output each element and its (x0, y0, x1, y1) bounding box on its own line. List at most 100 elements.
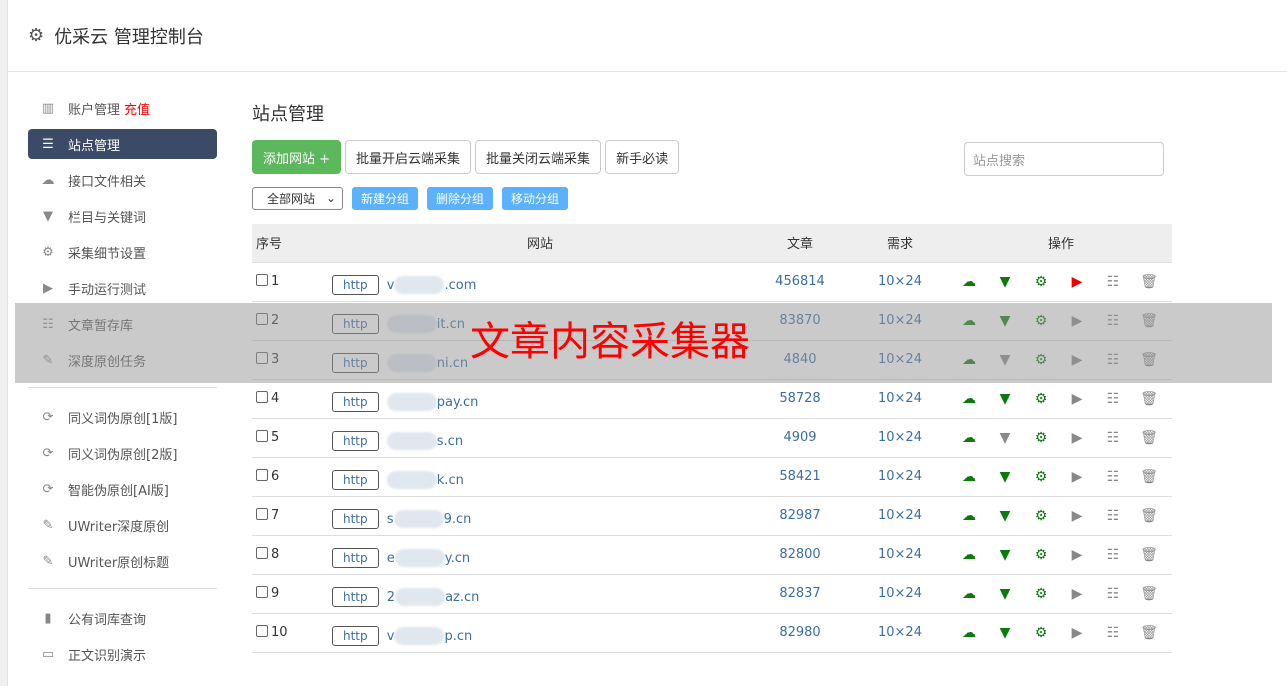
row-checkbox[interactable] (256, 469, 268, 481)
filter-icon[interactable]: ▼ (999, 468, 1011, 485)
sidebar-item[interactable]: ▥ 账户管理 充值 (28, 93, 217, 123)
beginner-guide-button[interactable]: 新手必读 (605, 140, 680, 174)
sidebar-item[interactable]: ▭ 正文识别演示 (28, 639, 217, 669)
row-checkbox[interactable] (256, 274, 268, 286)
site-link[interactable]: 2 az.cn (387, 588, 479, 606)
database-icon[interactable]: ☷ (1106, 546, 1120, 563)
batch-disable-cloud-button[interactable]: 批量关闭云端采集 (475, 140, 602, 174)
sidebar-item[interactable]: ⟳ 智能伪原创[AI版] (28, 474, 217, 504)
sidebar-item[interactable]: ⟳ 同义词伪原创[1版] (28, 402, 217, 432)
filter-icon[interactable]: ▼ (999, 390, 1011, 407)
article-count[interactable]: 82800 (750, 534, 850, 574)
gears-icon[interactable]: ⚙ (1034, 390, 1048, 407)
protocol-button[interactable]: http (332, 625, 379, 646)
delete-group-button[interactable]: 删除分组 (427, 186, 494, 210)
sidebar-item[interactable]: ▼ 栏目与关键词 (28, 201, 217, 231)
protocol-button[interactable]: http (332, 508, 379, 529)
protocol-button[interactable]: http (332, 391, 379, 412)
sidebar-item[interactable]: ⟳ 同义词伪原创[2版] (28, 438, 217, 468)
sidebar-item[interactable]: ▮ 公有词库查询 (28, 603, 217, 633)
demand-value[interactable]: 10×24 (850, 417, 950, 457)
protocol-button[interactable]: http (332, 547, 379, 568)
play-icon[interactable]: ▶ (1071, 585, 1083, 602)
sidebar-item[interactable]: ☁ 接口文件相关 (28, 165, 217, 195)
play-icon[interactable]: ▶ (1071, 624, 1083, 641)
gears-icon[interactable]: ⚙ (1034, 468, 1048, 485)
article-count[interactable]: 4909 (750, 417, 850, 457)
sidebar-item[interactable]: ☰ 站点管理 (28, 129, 217, 159)
filter-icon[interactable]: ▼ (999, 585, 1011, 602)
site-link[interactable]: v .com (387, 276, 476, 294)
demand-value[interactable]: 10×24 (850, 456, 950, 496)
article-count[interactable]: 82837 (750, 573, 850, 613)
play-icon[interactable]: ▶ (1071, 273, 1083, 290)
sidebar-item[interactable]: ⚙ 采集细节设置 (28, 237, 217, 267)
demand-value[interactable]: 10×24 (850, 261, 950, 301)
article-count[interactable]: 58421 (750, 456, 850, 496)
sidebar-item[interactable]: ✎ UWriter深度原创 (28, 510, 217, 540)
demand-value[interactable]: 10×24 (850, 534, 950, 574)
protocol-button[interactable]: http (332, 274, 379, 295)
trash-icon[interactable]: 🗑 (1140, 624, 1158, 641)
cloud-upload-icon[interactable]: ☁ (962, 429, 976, 446)
filter-icon[interactable]: ▼ (999, 624, 1011, 641)
site-link[interactable]: v p.cn (387, 627, 472, 645)
site-link[interactable]: s 9.cn (387, 510, 471, 528)
cloud-upload-icon[interactable]: ☁ (962, 546, 976, 563)
sidebar-item[interactable]: ▶ 手动运行测试 (28, 273, 217, 303)
protocol-button[interactable]: http (332, 586, 379, 607)
filter-icon[interactable]: ▼ (999, 429, 1011, 446)
database-icon[interactable]: ☷ (1106, 468, 1120, 485)
batch-enable-cloud-button[interactable]: 批量开启云端采集 (345, 140, 472, 174)
add-site-button[interactable]: 添加网站 + (252, 140, 342, 174)
recharge-link[interactable]: 充值 (124, 102, 151, 118)
gears-icon[interactable]: ⚙ (1034, 546, 1048, 563)
filter-icon[interactable]: ▼ (999, 273, 1011, 290)
article-count[interactable]: 82980 (750, 612, 850, 653)
database-icon[interactable]: ☷ (1106, 390, 1120, 407)
row-checkbox[interactable] (256, 625, 268, 637)
trash-icon[interactable]: 🗑 (1140, 468, 1158, 485)
article-count[interactable]: 456814 (750, 261, 850, 301)
play-icon[interactable]: ▶ (1071, 546, 1083, 563)
gears-icon[interactable]: ⚙ (1034, 429, 1048, 446)
cloud-upload-icon[interactable]: ☁ (962, 624, 976, 641)
row-checkbox[interactable] (256, 547, 268, 559)
demand-value[interactable]: 10×24 (850, 378, 950, 418)
row-checkbox[interactable] (256, 586, 268, 598)
group-select[interactable]: 全部网站 ⌄ (252, 186, 343, 210)
database-icon[interactable]: ☷ (1106, 585, 1120, 602)
cloud-upload-icon[interactable]: ☁ (962, 585, 976, 602)
play-icon[interactable]: ▶ (1071, 429, 1083, 446)
cloud-upload-icon[interactable]: ☁ (962, 468, 976, 485)
article-count[interactable]: 82987 (750, 495, 850, 535)
database-icon[interactable]: ☷ (1106, 429, 1120, 446)
filter-icon[interactable]: ▼ (999, 546, 1011, 563)
trash-icon[interactable]: 🗑 (1140, 546, 1158, 563)
site-link[interactable]: pay.cn (386, 393, 478, 411)
trash-icon[interactable]: 🗑 (1140, 273, 1158, 290)
demand-value[interactable]: 10×24 (850, 573, 950, 613)
gears-icon[interactable]: ⚙ (1034, 585, 1048, 602)
trash-icon[interactable]: 🗑 (1140, 429, 1158, 446)
cloud-upload-icon[interactable]: ☁ (962, 507, 976, 524)
new-group-button[interactable]: 新建分组 (352, 186, 419, 210)
gears-icon[interactable]: ⚙ (1034, 273, 1048, 290)
site-link[interactable]: e y.cn (387, 549, 470, 567)
cloud-upload-icon[interactable]: ☁ (962, 273, 976, 290)
demand-value[interactable]: 10×24 (850, 495, 950, 535)
filter-icon[interactable]: ▼ (999, 507, 1011, 524)
play-icon[interactable]: ▶ (1071, 468, 1083, 485)
site-link[interactable]: k.cn (386, 471, 464, 489)
database-icon[interactable]: ☷ (1106, 273, 1120, 290)
protocol-button[interactable]: http (332, 469, 379, 490)
site-link[interactable]: s.cn (386, 432, 463, 450)
gears-icon[interactable]: ⚙ (1034, 507, 1048, 524)
gears-icon[interactable]: ⚙ (1034, 624, 1048, 641)
trash-icon[interactable]: 🗑 (1140, 585, 1158, 602)
site-search-input[interactable]: 站点搜索 (964, 142, 1164, 176)
cloud-upload-icon[interactable]: ☁ (962, 390, 976, 407)
move-group-button[interactable]: 移动分组 (502, 186, 569, 210)
protocol-button[interactable]: http (332, 430, 379, 451)
database-icon[interactable]: ☷ (1106, 624, 1120, 641)
